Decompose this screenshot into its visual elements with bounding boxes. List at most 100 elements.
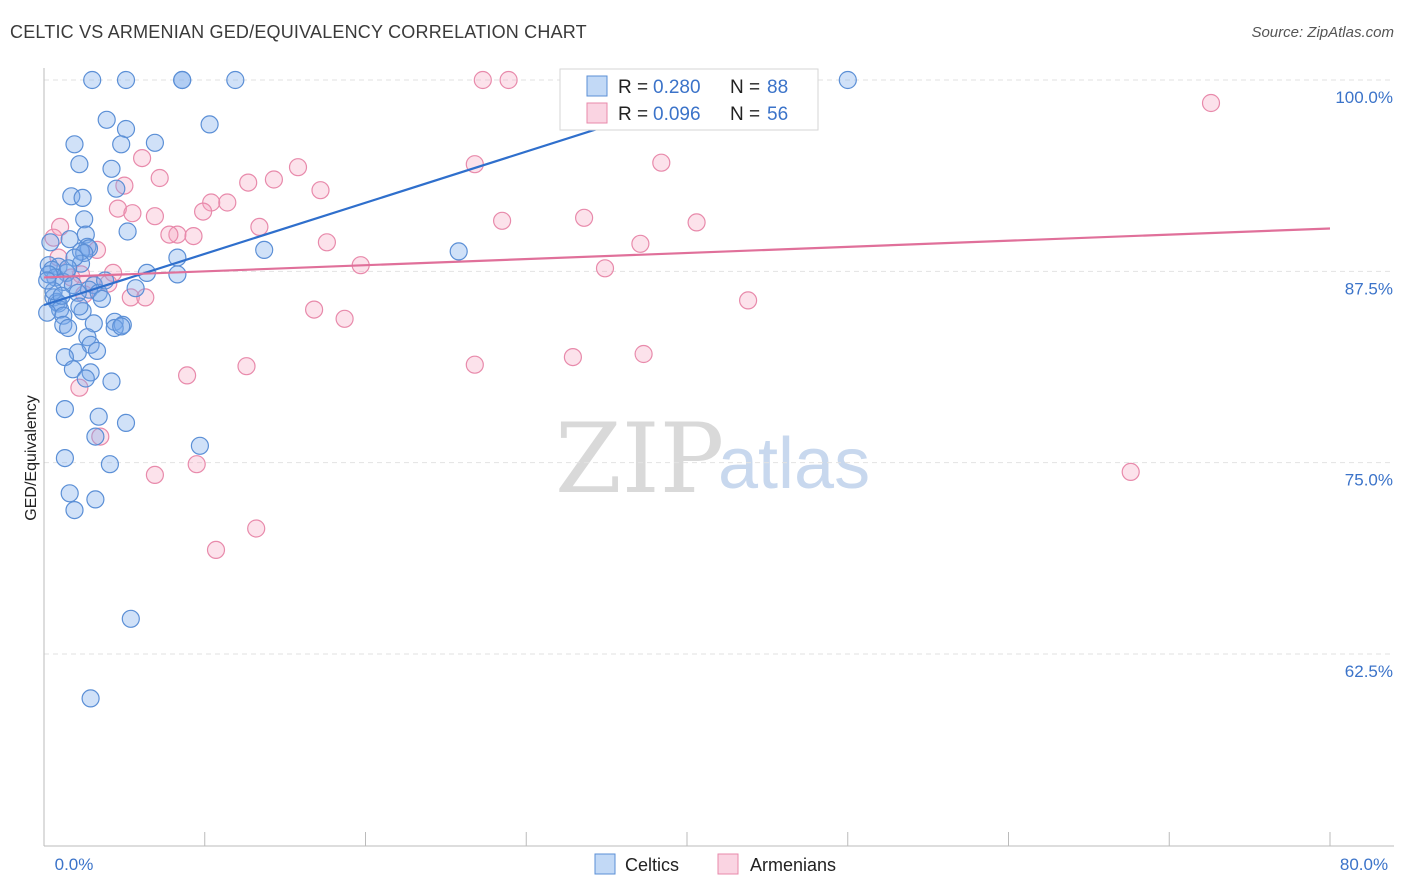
celtic-point-4 xyxy=(226,70,245,90)
celtic-point-43 xyxy=(126,279,145,298)
celtic-point-3 xyxy=(173,70,192,90)
armenian-point-18 xyxy=(493,211,512,230)
celtic-point-56 xyxy=(58,318,78,338)
celtic-point-16 xyxy=(73,188,92,207)
celtic-point-85 xyxy=(58,259,78,278)
celtic-point-8 xyxy=(200,115,219,134)
celtic-point-15 xyxy=(62,187,81,206)
armenian-point-40 xyxy=(305,300,324,319)
armenian-point-25 xyxy=(184,227,203,246)
armenian-point-21 xyxy=(250,217,269,236)
celtic-point-74 xyxy=(60,484,79,503)
celtic-point-55 xyxy=(54,315,73,334)
celtic-point-84 xyxy=(38,271,57,290)
legend-armenian-r-value: 0.096 xyxy=(653,104,701,125)
celtic-point-57 xyxy=(105,318,124,338)
armenian-point-41 xyxy=(335,309,354,328)
celtic-point-20 xyxy=(60,230,79,249)
armenian-point-14 xyxy=(194,202,213,221)
armenian-point-44 xyxy=(465,355,484,374)
legend-celtic-r-value: 0.280 xyxy=(653,77,701,98)
celtic-point-12 xyxy=(70,155,89,174)
armenian-point-6 xyxy=(652,153,671,172)
celtic-point-68 xyxy=(89,407,108,426)
celtic-point-64 xyxy=(81,363,100,382)
armenian-point-22 xyxy=(50,217,70,236)
armenian-point-28 xyxy=(631,234,650,253)
armenian-point-9 xyxy=(264,170,283,189)
celtic-point-18 xyxy=(118,222,137,241)
stats-legend: R = 0.280 N = 88 R = 0.096 N = 56 xyxy=(559,68,819,131)
armenian-point-1 xyxy=(499,70,518,90)
celtic-point-24 xyxy=(255,240,274,259)
legend-celtic-r-label: R = xyxy=(618,77,648,98)
armenian-point-0 xyxy=(473,70,492,90)
celtic-point-21 xyxy=(41,233,60,252)
celtic-point-70 xyxy=(86,427,105,446)
armenian-point-4 xyxy=(288,158,308,177)
celtic-point-79 xyxy=(39,265,58,284)
legend-armenian-n-value: 56 xyxy=(767,104,788,125)
celtic-point-35 xyxy=(168,265,187,284)
bottom-legend-celtics-swatch xyxy=(594,853,616,875)
legend-armenian-r-label: R = xyxy=(618,104,648,125)
celtic-point-5 xyxy=(838,70,857,90)
armenian-point-20 xyxy=(687,213,706,232)
bottom-legend-armenians-label: Armenians xyxy=(750,855,836,875)
armenian-point-15 xyxy=(108,199,128,218)
armenian-point-31 xyxy=(595,259,615,278)
y-tick-label-87.5: 87.5% xyxy=(1345,279,1393,298)
celtic-point-10 xyxy=(112,135,131,154)
celtic-point-47 xyxy=(92,289,112,308)
armenian-point-3 xyxy=(133,149,152,168)
armenian-point-26 xyxy=(160,225,179,244)
celtic-point-26 xyxy=(75,243,94,263)
legend-armenian-swatch xyxy=(586,102,608,124)
celtic-point-75 xyxy=(86,490,105,509)
armenian-point-17 xyxy=(145,207,164,226)
armenian-point-47 xyxy=(70,378,89,397)
celtic-point-50 xyxy=(38,303,57,322)
x-tick-label-min: 0.0% xyxy=(55,855,94,874)
x-axis-ticks xyxy=(43,832,1331,846)
armenian-point-52 xyxy=(247,519,266,538)
chart-title: CELTIC VS ARMENIAN GED/EQUIVALENCY CORRE… xyxy=(10,22,587,42)
celtic-point-65 xyxy=(102,372,121,391)
series-legend: Celtics Armenians xyxy=(594,853,836,875)
celtic-point-69 xyxy=(116,413,136,432)
legend-celtic-swatch xyxy=(586,75,608,97)
celtic-point-63 xyxy=(63,360,83,379)
celtic-point-7 xyxy=(116,119,136,139)
celtic-point-9 xyxy=(65,135,84,154)
armenian-point-27 xyxy=(317,233,336,252)
celtic-point-27 xyxy=(449,242,468,261)
armenian-point-36 xyxy=(121,288,140,307)
y-tick-label-62.5: 62.5% xyxy=(1345,662,1393,681)
legend-armenian-n-label: N = xyxy=(730,104,760,125)
armenian-point-49 xyxy=(187,455,206,474)
celtic-point-14 xyxy=(107,179,126,198)
celtic-point-17 xyxy=(75,210,94,229)
celtic-point-87 xyxy=(70,297,89,316)
celtics-series xyxy=(38,70,857,708)
celtic-point-83 xyxy=(112,317,131,336)
armenian-point-2 xyxy=(1201,93,1221,113)
bottom-legend-celtics-label: Celtics xyxy=(625,855,679,875)
celtic-point-60 xyxy=(87,341,107,360)
celtic-point-73 xyxy=(100,455,120,474)
celtic-point-72 xyxy=(55,449,75,468)
celtic-point-82 xyxy=(65,248,84,267)
celtic-point-77 xyxy=(121,609,140,628)
armenian-point-39 xyxy=(738,291,758,310)
bottom-legend-armenians-swatch xyxy=(717,853,739,875)
legend-celtic-n-label: N = xyxy=(730,77,760,98)
celtic-point-66 xyxy=(76,369,95,388)
armenian-point-8 xyxy=(239,173,258,192)
legend-box xyxy=(559,68,819,131)
watermark-zip: ZIP xyxy=(555,403,724,515)
armenian-point-46 xyxy=(178,366,197,385)
armenian-point-51 xyxy=(1121,462,1140,481)
legend-celtic-n-value: 88 xyxy=(767,77,788,98)
armenian-point-16 xyxy=(123,204,142,223)
